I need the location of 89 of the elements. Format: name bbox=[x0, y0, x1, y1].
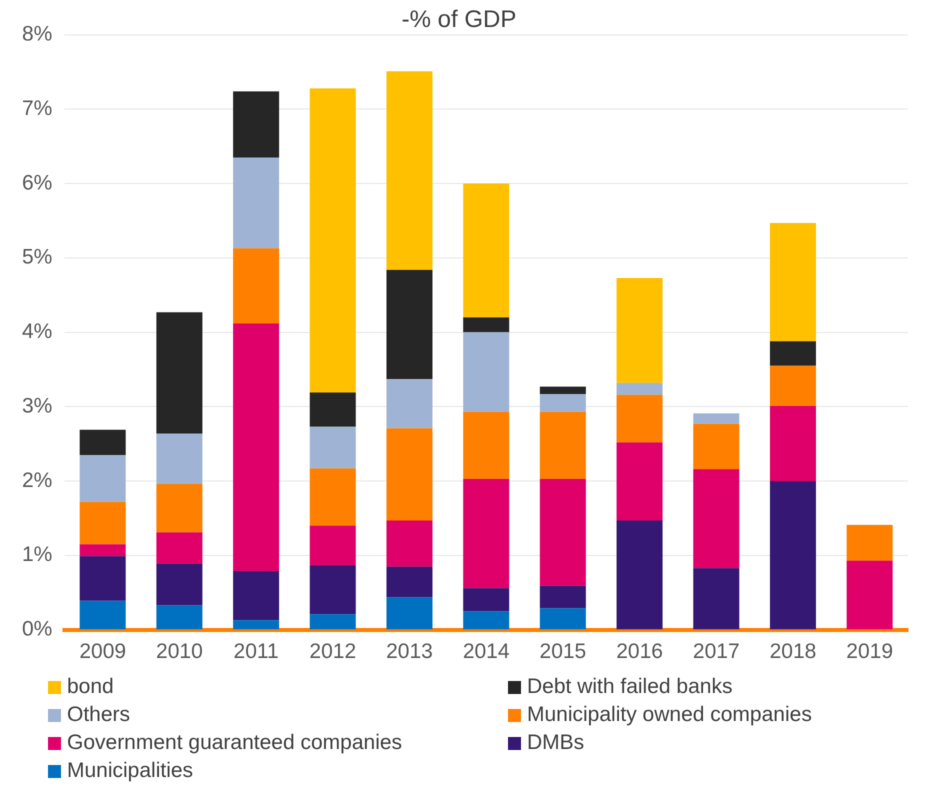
bar bbox=[233, 620, 280, 630]
bar bbox=[233, 571, 280, 620]
bar bbox=[233, 248, 280, 324]
bar bbox=[540, 412, 586, 479]
x-tick-label: 2019 bbox=[846, 640, 894, 664]
bar bbox=[616, 382, 663, 395]
bar bbox=[540, 394, 586, 412]
bar bbox=[233, 91, 280, 158]
legend-label: Debt with failed banks bbox=[527, 675, 732, 699]
bar bbox=[386, 379, 432, 428]
bar bbox=[463, 588, 510, 612]
bar bbox=[310, 426, 356, 468]
y-tick-label: 6% bbox=[22, 171, 52, 194]
bar bbox=[310, 392, 356, 427]
bar bbox=[616, 394, 663, 442]
bar bbox=[693, 568, 740, 630]
bar bbox=[80, 600, 126, 630]
y-tick-label: 8% bbox=[22, 22, 52, 46]
legend-label: bond bbox=[67, 675, 114, 699]
bar bbox=[386, 71, 432, 270]
bar bbox=[80, 502, 126, 544]
bar bbox=[233, 323, 280, 572]
y-tick-label: 3% bbox=[22, 394, 52, 418]
bar bbox=[310, 88, 356, 393]
legend-label: DMBs bbox=[527, 731, 584, 755]
bar bbox=[80, 544, 126, 556]
bar bbox=[386, 597, 432, 630]
bar bbox=[463, 412, 510, 479]
legend-label: Others bbox=[67, 703, 130, 727]
bar bbox=[310, 614, 356, 630]
bar bbox=[616, 442, 663, 520]
bar bbox=[233, 158, 280, 248]
legend-label: Municipalities bbox=[67, 759, 194, 783]
bar bbox=[156, 532, 202, 564]
bar bbox=[540, 586, 586, 608]
bar bbox=[463, 478, 510, 588]
bar bbox=[616, 520, 663, 630]
bar bbox=[463, 184, 510, 318]
legend-label: Municipality owned companies bbox=[527, 703, 812, 727]
y-tick-label: 1% bbox=[22, 543, 52, 566]
bar bbox=[156, 484, 202, 532]
bar bbox=[770, 481, 816, 630]
bar bbox=[463, 332, 510, 412]
y-tick-label: 0% bbox=[22, 618, 52, 641]
bar bbox=[80, 455, 126, 502]
bar bbox=[80, 430, 126, 456]
y-tick-label: 4% bbox=[22, 320, 52, 344]
bar bbox=[693, 469, 740, 568]
bar bbox=[156, 564, 202, 606]
bar bbox=[386, 270, 432, 380]
bar bbox=[386, 520, 432, 567]
bar bbox=[616, 278, 663, 383]
chart-title: -% of GDP bbox=[402, 6, 516, 34]
bar bbox=[80, 556, 126, 601]
bar bbox=[540, 478, 586, 586]
bar bbox=[386, 428, 432, 520]
bar bbox=[770, 222, 816, 342]
bar bbox=[846, 524, 893, 561]
bar bbox=[310, 468, 356, 526]
bar bbox=[310, 526, 356, 566]
bar bbox=[156, 433, 202, 484]
bar bbox=[540, 386, 586, 394]
bar bbox=[463, 611, 510, 630]
bar bbox=[156, 605, 202, 630]
x-tick-label: 2017 bbox=[692, 640, 740, 664]
x-tick-label: 2009 bbox=[79, 640, 126, 664]
bar bbox=[846, 560, 893, 630]
y-tick-label: 2% bbox=[22, 468, 52, 492]
x-tick-label: 2011 bbox=[234, 640, 279, 664]
x-tick-label: 2014 bbox=[462, 640, 510, 664]
x-tick-label: 2012 bbox=[309, 640, 356, 664]
bar bbox=[693, 424, 740, 470]
bar bbox=[540, 608, 586, 630]
x-tick-label: 2015 bbox=[540, 640, 586, 664]
legend-label: Government guaranteed companies bbox=[67, 731, 402, 755]
bar bbox=[770, 341, 816, 366]
bar bbox=[386, 566, 432, 598]
y-tick-label: 5% bbox=[22, 246, 52, 269]
bar bbox=[770, 366, 816, 406]
x-tick-label: 2018 bbox=[770, 640, 816, 664]
x-tick-label: 2013 bbox=[386, 640, 433, 664]
x-tick-label: 2016 bbox=[616, 640, 663, 664]
bar bbox=[463, 317, 510, 332]
x-tick-label: 2010 bbox=[156, 640, 203, 664]
bar bbox=[770, 406, 816, 482]
y-tick-label: 7% bbox=[22, 96, 52, 120]
bar bbox=[310, 565, 356, 614]
bar bbox=[693, 413, 740, 424]
bar bbox=[156, 312, 202, 434]
